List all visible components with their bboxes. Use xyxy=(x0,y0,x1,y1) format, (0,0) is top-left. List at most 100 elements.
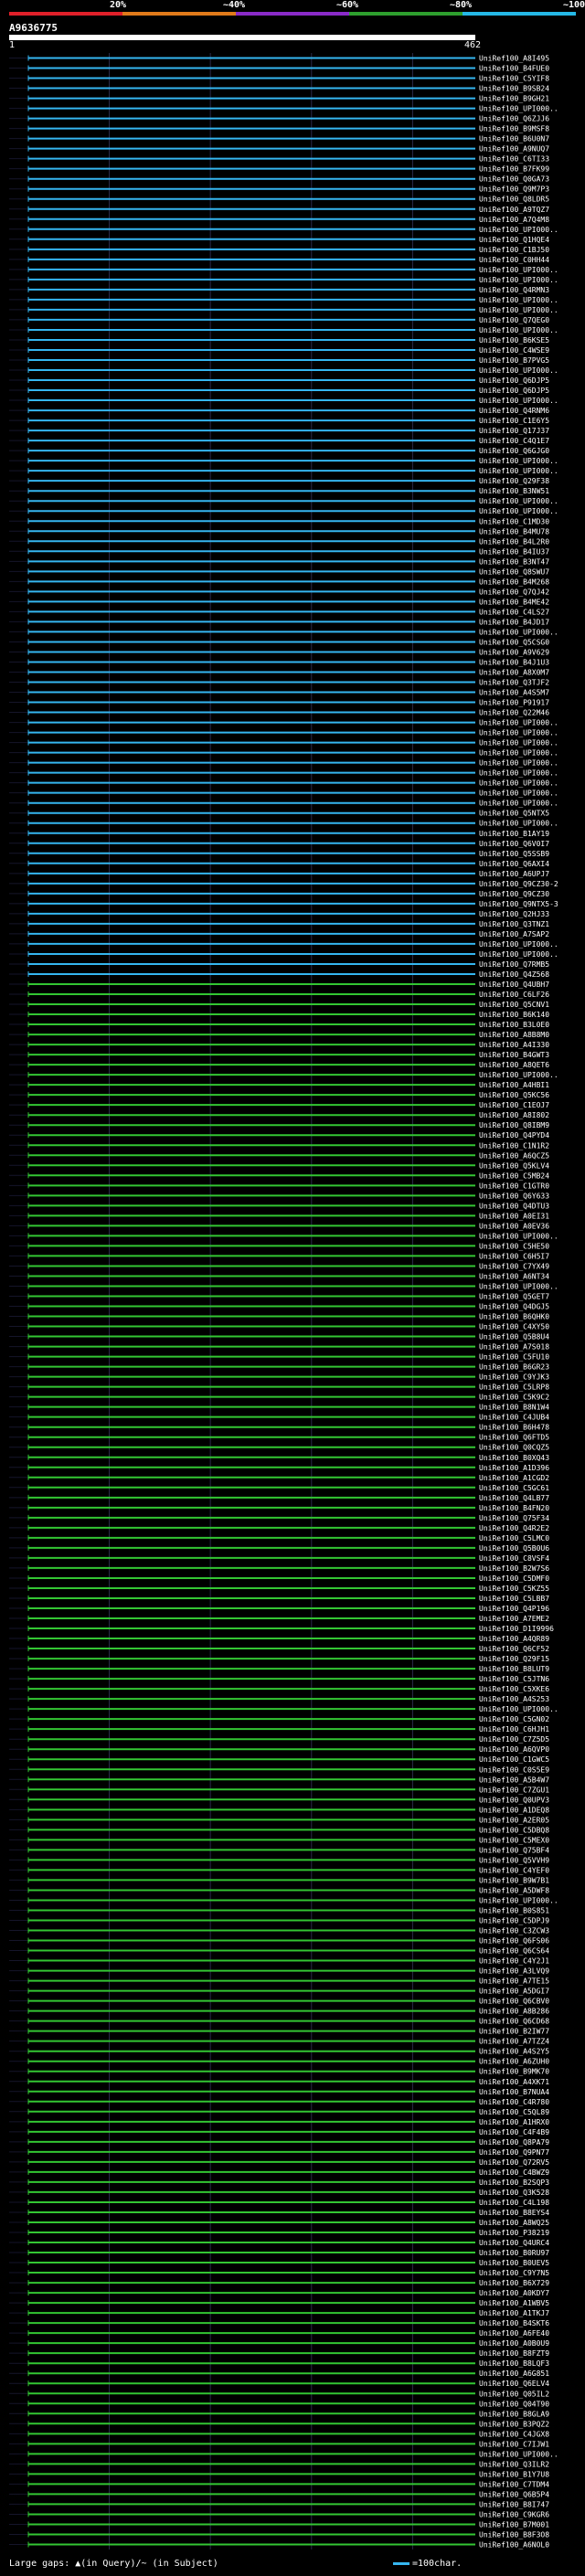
hit-label[interactable]: UniRef100_UPI000.. xyxy=(479,366,558,375)
hit-label[interactable]: UniRef100_B2W7S6 xyxy=(479,1564,549,1573)
hit-label[interactable]: UniRef100_Q72RV5 xyxy=(479,2158,549,2167)
hit-label[interactable]: UniRef100_B8I747 xyxy=(479,2500,549,2508)
hit-label[interactable]: UniRef100_C7ZGU1 xyxy=(479,1786,549,1794)
hit-label[interactable]: UniRef100_Q29F15 xyxy=(479,1655,549,1663)
hit-label[interactable]: UniRef100_A8B286 xyxy=(479,2008,549,2016)
hit-label[interactable]: UniRef100_C6HJH1 xyxy=(479,1725,549,1733)
hit-label[interactable]: UniRef100_C5FU10 xyxy=(479,1353,549,1362)
hit-label[interactable]: UniRef100_UPI000.. xyxy=(479,729,558,737)
hit-label[interactable]: UniRef100_Q8LDR5 xyxy=(479,196,549,204)
hit-label[interactable]: UniRef100_Q6FS06 xyxy=(479,1937,549,1945)
hit-label[interactable]: UniRef100_Q6V0I7 xyxy=(479,840,549,848)
hit-label[interactable]: UniRef100_A6QVP0 xyxy=(479,1745,549,1754)
hit-label[interactable]: UniRef100_Q9PN77 xyxy=(479,2148,549,2157)
hit-label[interactable]: UniRef100_A9NUQ7 xyxy=(479,145,549,154)
hit-label[interactable]: UniRef100_Q4DTU3 xyxy=(479,1202,549,1210)
hit-label[interactable]: UniRef100_A8QET6 xyxy=(479,1061,549,1069)
hit-label[interactable]: UniRef100_C5XKE6 xyxy=(479,1685,549,1693)
hit-label[interactable]: UniRef100_Q4Z568 xyxy=(479,970,549,979)
hit-label[interactable]: UniRef100_B3L0E0 xyxy=(479,1021,549,1029)
hit-label[interactable]: UniRef100_C7YX49 xyxy=(479,1262,549,1270)
hit-label[interactable]: UniRef100_UPI000.. xyxy=(479,226,558,234)
hit-label[interactable]: UniRef100_C5MEX0 xyxy=(479,1836,549,1844)
hit-label[interactable]: UniRef100_B1Y7U8 xyxy=(479,2470,549,2478)
hit-label[interactable]: UniRef100_C1BJ50 xyxy=(479,246,549,254)
hit-label[interactable]: UniRef100_B8GLA9 xyxy=(479,2410,549,2418)
hit-label[interactable]: UniRef100_A3LVQ9 xyxy=(479,1967,549,1976)
hit-label[interactable]: UniRef100_B3PQZ2 xyxy=(479,2420,549,2428)
hit-label[interactable]: UniRef100_Q6Y633 xyxy=(479,1192,549,1200)
hit-label[interactable]: UniRef100_B4M268 xyxy=(479,578,549,586)
hit-label[interactable]: UniRef100_Q6CBV0 xyxy=(479,1998,549,2006)
hit-label[interactable]: UniRef100_B4ME42 xyxy=(479,598,549,606)
hit-label[interactable]: UniRef100_UPI000.. xyxy=(479,1282,558,1290)
hit-label[interactable]: UniRef100_UPI000.. xyxy=(479,790,558,798)
hit-label[interactable]: UniRef100_B4GWT3 xyxy=(479,1051,549,1059)
hit-label[interactable]: UniRef100_C9Y7N5 xyxy=(479,2269,549,2277)
hit-label[interactable]: UniRef100_B0RU97 xyxy=(479,2249,549,2257)
hit-label[interactable]: UniRef100_Q6CD68 xyxy=(479,2018,549,2026)
hit-label[interactable]: UniRef100_UPI000.. xyxy=(479,800,558,808)
hit-label[interactable]: UniRef100_B4FUE0 xyxy=(479,65,549,73)
hit-label[interactable]: UniRef100_C1MD30 xyxy=(479,517,549,525)
hit-label[interactable]: UniRef100_A1D396 xyxy=(479,1464,549,1472)
hit-label[interactable]: UniRef100_C4WSE9 xyxy=(479,346,549,355)
hit-label[interactable]: UniRef100_C5DPJ9 xyxy=(479,1916,549,1924)
hit-label[interactable]: UniRef100_C6H5I7 xyxy=(479,1252,549,1260)
hit-label[interactable]: UniRef100_UPI000.. xyxy=(479,467,558,475)
hit-label[interactable]: UniRef100_B8FZT9 xyxy=(479,2349,549,2358)
hit-label[interactable]: UniRef100_Q6FTD5 xyxy=(479,1434,549,1442)
hit-label[interactable]: UniRef100_Q2HJ33 xyxy=(479,910,549,918)
hit-label[interactable]: UniRef100_Q05IL2 xyxy=(479,2390,549,2398)
hit-label[interactable]: UniRef100_B6QHK0 xyxy=(479,1313,549,1321)
hit-label[interactable]: UniRef100_B7PVG5 xyxy=(479,356,549,365)
hit-label[interactable]: UniRef100_Q4RMN3 xyxy=(479,286,549,294)
hit-label[interactable]: UniRef100_Q4UBH7 xyxy=(479,981,549,989)
hit-label[interactable]: UniRef100_B8LQF3 xyxy=(479,2359,549,2368)
hit-label[interactable]: UniRef100_A0KDY7 xyxy=(479,2289,549,2297)
hit-label[interactable]: UniRef100_C6LF26 xyxy=(479,991,549,999)
hit-label[interactable]: UniRef100_B8F3O8 xyxy=(479,2530,549,2539)
hit-label[interactable]: UniRef100_Q6GJG0 xyxy=(479,447,549,455)
hit-label[interactable]: UniRef100_Q6ELV4 xyxy=(479,2380,549,2388)
hit-label[interactable]: UniRef100_A5DWF8 xyxy=(479,1886,549,1894)
hit-label[interactable]: UniRef100_Q5VVH9 xyxy=(479,1856,549,1864)
hit-label[interactable]: UniRef100_B9W7B1 xyxy=(479,1876,549,1884)
hit-label[interactable]: UniRef100_B3NT47 xyxy=(479,557,549,566)
hit-label[interactable]: UniRef100_A1WBV5 xyxy=(479,2299,549,2307)
hit-label[interactable]: UniRef100_C5LRP8 xyxy=(479,1383,549,1392)
hit-label[interactable]: UniRef100_B9MK70 xyxy=(479,2068,549,2076)
hit-label[interactable]: UniRef100_A7EME2 xyxy=(479,1615,549,1623)
hit-label[interactable]: UniRef100_A5B4W7 xyxy=(479,1776,549,1784)
hit-label[interactable]: UniRef100_B0XQ43 xyxy=(479,1454,549,1462)
hit-label[interactable]: UniRef100_Q0CQZ5 xyxy=(479,1444,549,1452)
hit-label[interactable]: UniRef100_UPI000.. xyxy=(479,266,558,274)
hit-label[interactable]: UniRef100_UPI000.. xyxy=(479,2450,558,2458)
hit-label[interactable]: UniRef100_UPI000.. xyxy=(479,628,558,636)
hit-label[interactable]: UniRef100_UPI000.. xyxy=(479,1232,558,1240)
hit-label[interactable]: UniRef100_Q7QEG0 xyxy=(479,316,549,324)
hit-label[interactable]: UniRef100_B4JD17 xyxy=(479,618,549,626)
hit-label[interactable]: UniRef100_Q6B5P4 xyxy=(479,2490,549,2498)
hit-label[interactable]: UniRef100_B7FK99 xyxy=(479,165,549,174)
hit-label[interactable]: UniRef100_C1GWC5 xyxy=(479,1755,549,1764)
hit-label[interactable]: UniRef100_Q29F38 xyxy=(479,477,549,485)
hit-label[interactable]: UniRef100_UPI000.. xyxy=(479,1705,558,1713)
hit-label[interactable]: UniRef100_Q5KLV4 xyxy=(479,1161,549,1170)
hit-label[interactable]: UniRef100_Q4R2E2 xyxy=(479,1524,549,1532)
hit-label[interactable]: UniRef100_Q9M7P3 xyxy=(479,186,549,194)
hit-label[interactable]: UniRef100_C0S5E9 xyxy=(479,1765,549,1774)
hit-label[interactable]: UniRef100_B4J1U3 xyxy=(479,658,549,666)
hit-label[interactable]: UniRef100_Q6ZJJ6 xyxy=(479,115,549,123)
hit-label[interactable]: UniRef100_B4SKT6 xyxy=(479,2319,549,2327)
hit-label[interactable]: UniRef100_B4L2R0 xyxy=(479,537,549,546)
hit-label[interactable]: UniRef100_A7TE15 xyxy=(479,1977,549,1986)
hit-label[interactable]: UniRef100_B4MU78 xyxy=(479,527,549,535)
hit-label[interactable]: UniRef100_C5GN02 xyxy=(479,1715,549,1723)
hit-label[interactable]: UniRef100_C5JTN6 xyxy=(479,1675,549,1683)
hit-label[interactable]: UniRef100_Q4PYD4 xyxy=(479,1131,549,1140)
hit-label[interactable]: UniRef100_UPI000.. xyxy=(479,326,558,334)
hit-label[interactable]: UniRef100_A4QR89 xyxy=(479,1635,549,1643)
hit-label[interactable]: UniRef100_A7SAP2 xyxy=(479,930,549,938)
hit-label[interactable]: UniRef100_UPI000.. xyxy=(479,497,558,505)
